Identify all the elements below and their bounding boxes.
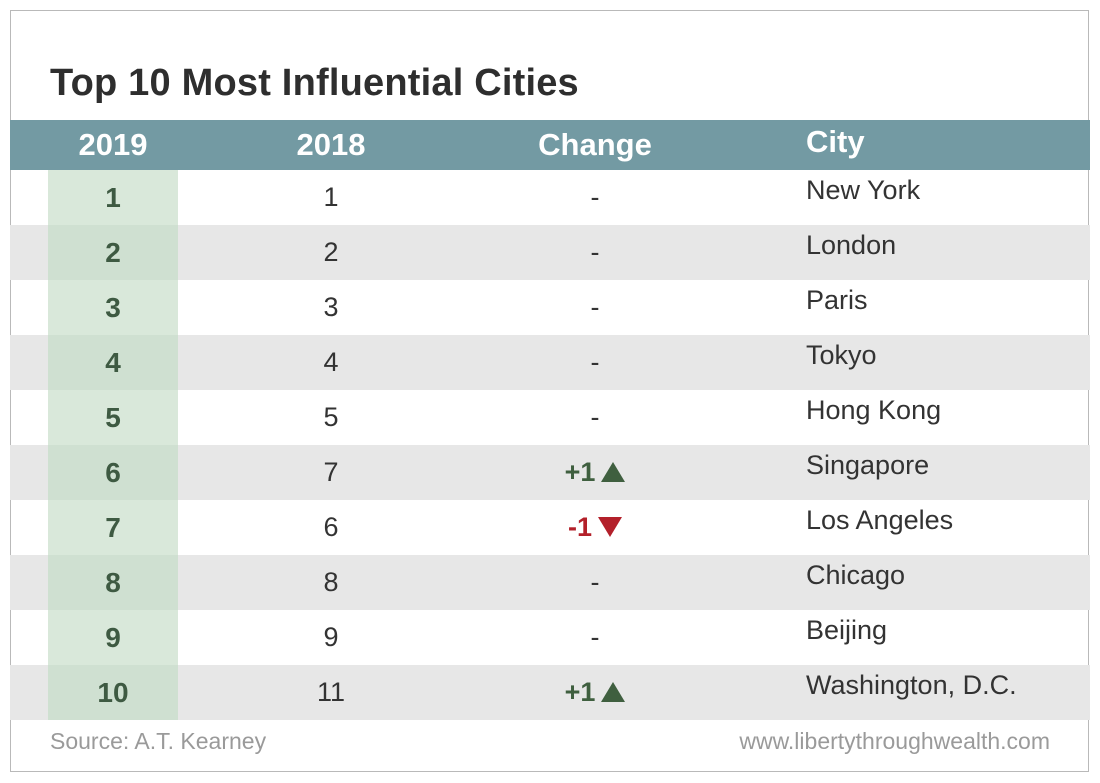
table-row: 3 3 - Paris <box>10 280 1090 335</box>
rank-2018-cell: 4 <box>323 347 339 377</box>
change-value: - <box>590 182 600 212</box>
change-value: - <box>590 402 600 432</box>
change-cell: -1 <box>495 500 695 555</box>
table-row: 4 4 - Tokyo <box>10 335 1090 390</box>
table-row: 6 7 +1 Singapore <box>10 445 1090 500</box>
rank-2018-cell: 6 <box>323 512 339 542</box>
change-cell: +1 <box>495 665 695 720</box>
rankings-table: 2019 2018 Change City 1 1- New York 2 2- Lond… <box>10 120 1090 720</box>
website-url: www.libertythroughwealth.com <box>739 728 1050 754</box>
city-cell: Washington, D.C. <box>806 670 1017 700</box>
table-row: 8 8 - Chicago <box>10 555 1090 610</box>
header-city: City <box>806 124 865 159</box>
rank-2018-cell: 9 <box>323 622 339 652</box>
table-row: 9 9 - Beijing <box>10 610 1090 665</box>
rank-2018-cell: 7 <box>323 457 339 487</box>
city-cell: Beijing <box>806 615 888 645</box>
rank-2019-cell: 2 <box>48 225 178 280</box>
rank-2018-cell: 8 <box>323 567 339 597</box>
header-change: Change <box>538 127 652 162</box>
triangle-down-icon <box>598 516 622 537</box>
rank-2019-cell: 8 <box>48 555 178 610</box>
city-cell: Hong Kong <box>806 395 942 425</box>
change-value: - <box>590 622 600 652</box>
city-cell: Chicago <box>806 560 906 590</box>
change-cell: - <box>495 280 695 335</box>
rank-2019-cell: 9 <box>48 610 178 665</box>
change-cell: - <box>495 170 695 225</box>
change-cell: - <box>495 610 695 665</box>
table-header: 2019 2018 Change City <box>10 120 1090 170</box>
city-cell: New York <box>806 175 921 205</box>
rank-2019-cell: 3 <box>48 280 178 335</box>
change-cell: - <box>495 390 695 445</box>
rank-2019-cell: 7 <box>48 500 178 555</box>
rank-2018-cell: 1 <box>323 182 339 212</box>
table-body: 1 1- New York 2 2- London 3 3- Paris 4 4- Tokyo 5 5- H… <box>10 170 1090 720</box>
rank-2018-cell: 3 <box>323 292 339 322</box>
chart-title: Top 10 Most Influential Cities <box>50 62 579 104</box>
rank-2018-cell: 5 <box>323 402 339 432</box>
header-2019: 2019 <box>78 127 148 162</box>
rank-2018-cell: 2 <box>323 237 339 267</box>
source-note: Source: A.T. Kearney <box>50 728 267 754</box>
change-cell: - <box>495 335 695 390</box>
city-cell: Los Angeles <box>806 505 954 535</box>
change-value: +1 <box>564 677 596 707</box>
change-value: -1 <box>567 512 592 542</box>
city-cell: London <box>806 230 897 260</box>
table-row: 5 5 - Hong Kong <box>10 390 1090 445</box>
change-cell: - <box>495 555 695 610</box>
change-value: - <box>590 292 600 322</box>
table-row: 1 1 - New York <box>10 170 1090 225</box>
change-value: - <box>590 347 600 377</box>
change-value: - <box>590 237 600 267</box>
change-cell: - <box>495 225 695 280</box>
rank-2019-cell: 6 <box>48 445 178 500</box>
triangle-up-icon <box>601 681 626 702</box>
change-value: +1 <box>564 457 596 487</box>
change-cell: +1 <box>495 445 695 500</box>
change-value: - <box>590 567 600 597</box>
table-row: 10 11 +1 Washington, D.C. <box>10 665 1090 720</box>
header-2018: 2018 <box>296 127 366 162</box>
triangle-up-icon <box>601 461 626 482</box>
city-cell: Singapore <box>806 450 930 480</box>
rank-2019-cell: 5 <box>48 390 178 445</box>
city-cell: Paris <box>806 285 868 315</box>
table-row: 2 2 - London <box>10 225 1090 280</box>
rank-2019-cell: 4 <box>48 335 178 390</box>
rank-2018-cell: 11 <box>316 677 346 707</box>
city-cell: Tokyo <box>806 340 877 370</box>
rank-2019-cell: 10 <box>48 665 178 720</box>
rank-2019-cell: 1 <box>48 170 178 225</box>
table-row: 7 6 -1 Los Angeles <box>10 500 1090 555</box>
